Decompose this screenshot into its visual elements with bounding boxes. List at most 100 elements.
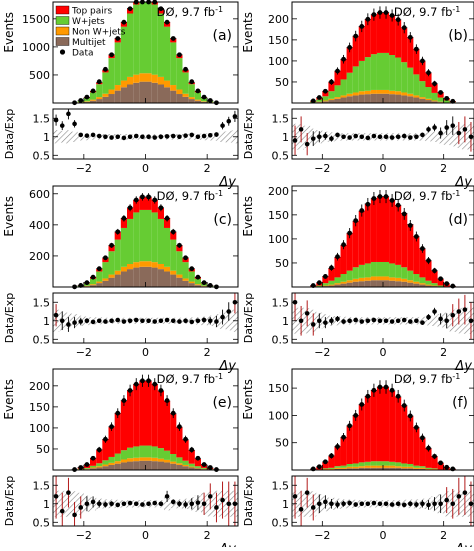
ratio-point — [311, 322, 316, 327]
bar-wjets — [139, 446, 145, 458]
bar-wjets — [164, 27, 170, 81]
ratio-point — [208, 494, 213, 499]
bar-nonw — [395, 91, 401, 94]
bar-multijet — [121, 271, 127, 287]
ratio-point — [78, 505, 83, 510]
bar-multijet — [341, 284, 347, 287]
bar-wjets — [322, 283, 328, 285]
bar-wjets — [334, 85, 340, 97]
x-axis-label: Δy — [218, 542, 236, 547]
ratio-point — [91, 133, 96, 138]
bar-multijet — [146, 267, 152, 287]
data-point — [432, 81, 437, 86]
bar-multijet — [170, 464, 176, 470]
ratio-point — [140, 502, 145, 507]
ratio-point — [299, 318, 304, 323]
y-tick-label: 100 — [29, 422, 50, 435]
bar-nonw — [347, 280, 353, 282]
bar-top — [341, 245, 347, 274]
legend-marker — [60, 49, 65, 54]
data-point — [196, 456, 201, 461]
bar-wjets — [413, 274, 419, 282]
ratio-point — [420, 501, 425, 506]
bar-wjets — [328, 281, 334, 285]
bar-nonw — [170, 462, 176, 464]
x-axis-label: Δy — [218, 175, 236, 190]
bar-nonw — [322, 100, 328, 101]
ratio-point — [432, 125, 437, 130]
bar-wjets — [109, 457, 115, 463]
bar-nonw — [353, 467, 359, 469]
ratio-point — [189, 320, 194, 325]
ratio-point — [97, 318, 102, 323]
data-point — [378, 10, 383, 15]
ratio-point — [78, 133, 83, 138]
ratio-point — [66, 490, 71, 495]
data-point — [323, 274, 328, 279]
ratio-point — [60, 509, 65, 514]
bar-nonw — [146, 457, 152, 460]
bar-multijet — [139, 461, 145, 470]
data-point — [420, 59, 425, 64]
bar-top — [158, 391, 164, 448]
bar-wjets — [90, 92, 96, 99]
ratio-point — [457, 309, 462, 314]
bar-nonw — [189, 282, 195, 284]
y-tick-label: 600 — [29, 188, 50, 201]
ratio-point — [214, 132, 219, 137]
bar-wjets — [377, 461, 383, 465]
data-point — [91, 275, 96, 280]
bar-top — [377, 197, 383, 262]
bar-wjets — [170, 42, 176, 85]
data-point — [189, 266, 194, 271]
data-point — [85, 280, 90, 285]
bar-wjets — [365, 263, 371, 277]
bar-top — [365, 396, 371, 462]
bar-wjets — [407, 271, 413, 281]
y-tick-label: 100 — [268, 233, 289, 246]
bar-nonw — [158, 264, 164, 269]
bar-nonw — [328, 469, 334, 470]
bar-nonw — [395, 278, 401, 281]
bar-nonw — [109, 463, 115, 465]
ratio-point — [189, 501, 194, 506]
bar-nonw — [133, 458, 139, 461]
bar-nonw — [432, 469, 438, 470]
ratio-point — [202, 318, 207, 323]
data-point — [372, 196, 377, 201]
data-point — [189, 447, 194, 452]
panel-label: (e) — [212, 395, 232, 411]
ratio-point — [177, 501, 182, 506]
bar-top — [164, 401, 170, 451]
experiment-label: DØ, 9.7 fb-1 — [394, 372, 461, 386]
bar-top — [401, 213, 407, 267]
ratio-y-tick-label: 0.5 — [272, 333, 290, 346]
data-point — [353, 218, 358, 223]
bar-wjets — [425, 468, 431, 469]
ratio-point — [54, 313, 59, 318]
ratio-point — [165, 494, 170, 499]
bar-wjets — [341, 274, 347, 282]
bar-nonw — [133, 75, 139, 83]
x-tick-label: −2 — [314, 529, 330, 542]
ratio-point — [444, 125, 449, 130]
bar-top — [383, 387, 389, 461]
bar-nonw — [407, 94, 413, 97]
ratio-point — [450, 501, 455, 506]
bar-nonw — [189, 467, 195, 468]
bar-wjets — [176, 58, 182, 89]
panel-label: (c) — [213, 212, 232, 228]
legend-label: W+jets — [72, 17, 105, 27]
data-point — [444, 465, 449, 470]
bar-multijet — [152, 461, 158, 470]
data-point — [78, 465, 83, 470]
bar-nonw — [383, 276, 389, 280]
data-point — [317, 280, 322, 285]
ratio-point — [463, 127, 468, 132]
ratio-point — [122, 501, 127, 506]
ratio-point — [378, 134, 383, 139]
ratio-point — [109, 135, 114, 140]
ratio-y-tick-label: 0.5 — [33, 516, 51, 529]
ratio-point — [463, 490, 468, 495]
